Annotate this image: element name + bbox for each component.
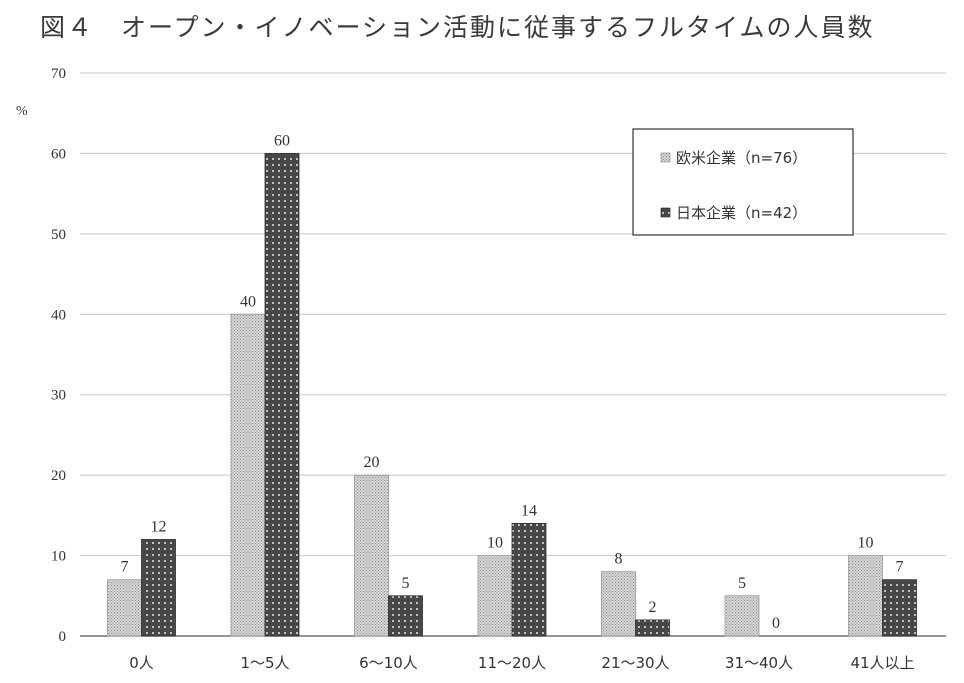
y-tick-label: 40 xyxy=(51,307,66,323)
y-axis: 0 10 20 30 40 50 60 70 xyxy=(51,66,66,645)
legend-swatch xyxy=(660,152,671,163)
data-label: 2 xyxy=(649,599,657,616)
legend-label: 日本企業（n=42） xyxy=(676,204,807,222)
data-label: 5 xyxy=(738,575,746,592)
data-label: 5 xyxy=(402,575,410,592)
legend-box xyxy=(632,128,854,236)
legend: 欧米企業（n=76） 日本企業（n=42） xyxy=(632,128,854,236)
legend-swatch xyxy=(660,207,671,218)
y-tick-label: 30 xyxy=(51,388,66,404)
data-label: 40 xyxy=(240,293,256,310)
bar-japan xyxy=(388,595,423,637)
x-tick-label: 0人 xyxy=(129,654,154,672)
bar-west xyxy=(724,595,760,637)
data-label: 60 xyxy=(274,132,290,149)
data-label: 8 xyxy=(615,551,623,568)
bar-west xyxy=(107,579,142,637)
bars xyxy=(107,153,917,637)
bar-west xyxy=(601,571,636,637)
bar-japan xyxy=(141,539,176,637)
y-tick-label: 50 xyxy=(51,227,66,243)
x-tick-label: 31〜40人 xyxy=(725,654,793,672)
data-label: 10 xyxy=(858,535,874,552)
y-tick-label: 60 xyxy=(51,146,66,162)
data-label: 12 xyxy=(151,518,167,535)
x-tick-label: 6〜10人 xyxy=(359,654,418,672)
bar-japan xyxy=(511,523,547,637)
data-label: 20 xyxy=(364,454,380,471)
bar-japan xyxy=(264,153,300,637)
x-tick-label: 1〜5人 xyxy=(240,654,289,672)
y-tick-label: 0 xyxy=(59,629,67,645)
bar-west xyxy=(848,555,883,637)
data-label: 14 xyxy=(521,502,537,519)
y-tick-label: 70 xyxy=(51,66,66,82)
data-label: 7 xyxy=(896,559,904,576)
x-tick-label: 11〜20人 xyxy=(478,654,546,672)
chart-title: 図４ オープン・イノベーション活動に従事するフルタイムの人員数 xyxy=(40,13,875,42)
bar-west xyxy=(230,313,266,637)
x-axis: 0人 1〜5人 6〜10人 11〜20人 21〜30人 31〜40人 41人以上 xyxy=(129,654,914,672)
y-axis-unit: % xyxy=(16,104,28,119)
x-tick-label: 21〜30人 xyxy=(601,654,669,672)
x-tick-label: 41人以上 xyxy=(850,654,914,672)
data-label: 7 xyxy=(121,559,129,576)
y-tick-label: 20 xyxy=(51,468,66,484)
bar-west xyxy=(354,474,389,637)
legend-label: 欧米企業（n=76） xyxy=(676,149,807,167)
bar-japan xyxy=(635,619,670,637)
data-labels: 7 12 40 60 20 5 10 14 8 2 5 0 10 7 xyxy=(121,132,904,632)
data-label: 0 xyxy=(772,615,780,632)
y-tick-label: 10 xyxy=(51,549,66,565)
bar-west xyxy=(477,555,513,637)
data-label: 10 xyxy=(487,535,503,552)
bar-japan xyxy=(882,579,917,637)
